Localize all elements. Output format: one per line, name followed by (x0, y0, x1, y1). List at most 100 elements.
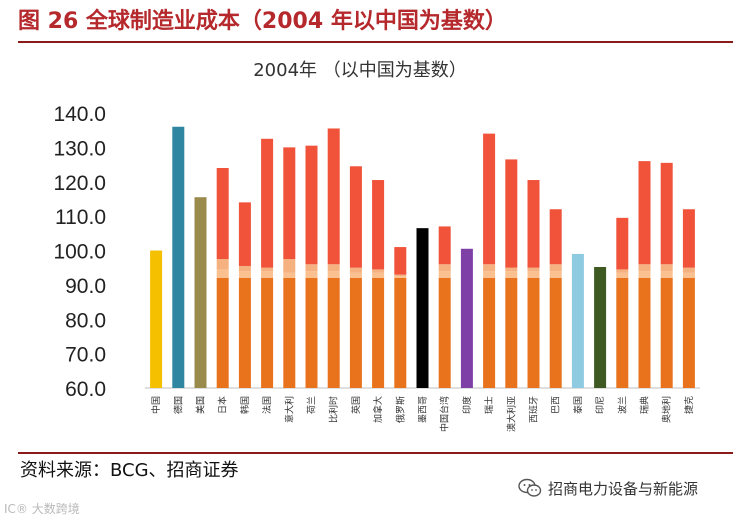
y-tick-label: 140.0 (53, 103, 106, 126)
x-tick-label: 美国 (195, 396, 207, 414)
x-tick-label: 荷兰 (306, 396, 318, 414)
x-tick-label: 韩国 (239, 396, 251, 414)
bar-11-segment-3 (394, 247, 407, 275)
bar-7-segment-2 (305, 264, 318, 272)
bar-18-segment-2 (549, 264, 562, 272)
bar-24-segment-0 (682, 278, 695, 388)
x-tick-label: 比利时 (328, 396, 340, 423)
x-tick-label: 印尼 (594, 396, 606, 414)
bar-5-segment-1 (261, 271, 274, 278)
bar-0 (150, 250, 163, 388)
bar-15-segment-2 (483, 264, 496, 272)
bar-5-segment-2 (261, 267, 274, 272)
bar-2 (194, 197, 207, 388)
y-tick-label: 130.0 (53, 137, 106, 160)
bar-21-segment-2 (616, 269, 629, 273)
bar-22-segment-0 (638, 278, 651, 388)
bar-16-segment-1 (505, 271, 518, 278)
bar-7-segment-3 (305, 145, 318, 265)
x-tick-label: 俄罗斯 (394, 396, 406, 423)
bar-7-segment-1 (305, 271, 318, 278)
bar-4-segment-3 (238, 202, 251, 266)
wechat-icon (518, 478, 542, 497)
bar-10-segment-1 (372, 272, 385, 278)
bar-22-segment-1 (638, 271, 651, 278)
x-tick-label: 奥地利 (661, 396, 673, 423)
bar-8-segment-2 (327, 264, 340, 272)
bar-9-segment-1 (349, 272, 362, 278)
bar-4-segment-0 (238, 278, 251, 388)
bar-3-segment-1 (216, 269, 229, 278)
bar-6-segment-2 (283, 259, 296, 273)
figure-title: 图 26 全球制造业成本（2004 年以中国为基数） (18, 9, 507, 34)
y-tick-label: 80.0 (65, 309, 106, 332)
y-tick-label: 100.0 (53, 241, 106, 264)
x-tick-label: 中国台湾 (439, 396, 451, 432)
title-divider (18, 41, 733, 43)
bar-22-segment-3 (638, 161, 651, 265)
x-tick-label: 德国 (172, 396, 184, 414)
bar-11-segment-1 (394, 276, 407, 278)
bar-8-segment-0 (327, 278, 340, 388)
bar-21-segment-3 (616, 217, 629, 270)
bar-10-segment-2 (372, 269, 385, 273)
bar-16-segment-0 (505, 278, 518, 388)
bar-17-segment-1 (527, 271, 540, 278)
bar-7-segment-0 (305, 278, 318, 388)
x-tick-label: 法国 (261, 396, 273, 414)
x-tick-label: 捷克 (683, 396, 695, 414)
y-tick-label: 120.0 (53, 172, 106, 195)
x-tick-label: 日本 (217, 396, 229, 414)
bar-15-segment-1 (483, 271, 496, 278)
x-tick-label: 中国 (150, 396, 162, 414)
bar-1 (172, 126, 185, 388)
bar-16-segment-3 (505, 159, 518, 268)
x-tick-label: 墨西哥 (418, 396, 429, 423)
bar-13-segment-0 (438, 278, 451, 388)
y-axis: 140.0 130.0 120.0 110.0 100.0 90.0 80.0 70.0 60.… (53, 103, 700, 401)
bar-13-segment-2 (438, 264, 451, 272)
bar-8-segment-3 (327, 128, 340, 265)
y-tick-label: 70.0 (65, 344, 106, 367)
bar-19 (571, 253, 584, 388)
x-tick-label: 英国 (350, 396, 362, 414)
bar-23-segment-3 (660, 162, 673, 265)
watermark-right-text: 招商电力设备与新能源 (548, 479, 699, 498)
bar-8-segment-1 (327, 271, 340, 278)
bar-23-segment-2 (660, 264, 673, 272)
bar-18-segment-3 (549, 209, 562, 265)
y-tick-label: 60.0 (65, 378, 106, 401)
watermark-right: 招商电力设备与新能源 (518, 476, 698, 500)
x-axis-labels: 中国 德国 美国 日本 韩国 法国 意大利 荷兰 比利时 英国 加拿大 俄罗斯 墨西哥 中国台湾 印度 瑞士澳… (150, 396, 695, 432)
bar-11-segment-0 (394, 278, 407, 388)
watermark-left: IC® 大数跨境 (4, 502, 80, 516)
bar-24-segment-1 (682, 272, 695, 278)
bar-6-segment-1 (283, 272, 296, 278)
y-tick-label: 90.0 (65, 275, 106, 298)
bar-4-segment-2 (238, 265, 251, 272)
bar-24-segment-2 (682, 267, 695, 273)
bar-10-segment-3 (372, 180, 385, 270)
bar-6-segment-0 (283, 278, 296, 388)
bar-10-segment-0 (372, 278, 385, 388)
bar-15-segment-0 (483, 278, 496, 388)
bar-6-segment-3 (283, 147, 296, 260)
source-note: 资料来源：BCG、招商证券 (20, 460, 239, 481)
x-tick-label: 瑞士 (483, 396, 495, 414)
x-tick-label: 意大利 (283, 396, 295, 423)
bar-23-segment-0 (660, 278, 673, 388)
x-tick-label: 加拿大 (372, 396, 384, 423)
bar-3-segment-0 (216, 278, 229, 388)
x-tick-label: 西班牙 (528, 396, 540, 423)
bar-12 (416, 228, 429, 388)
bar-17-segment-2 (527, 267, 540, 272)
bar-9-segment-3 (349, 166, 362, 268)
bar-15-segment-3 (483, 133, 496, 265)
bar-13-segment-1 (438, 271, 451, 278)
bar-20 (594, 267, 607, 388)
bar-11-segment-2 (394, 274, 407, 277)
x-tick-label: 泰国 (572, 396, 584, 414)
bar-3-segment-2 (216, 259, 229, 270)
bar-18-segment-1 (549, 271, 562, 278)
bar-9-segment-2 (349, 267, 362, 273)
